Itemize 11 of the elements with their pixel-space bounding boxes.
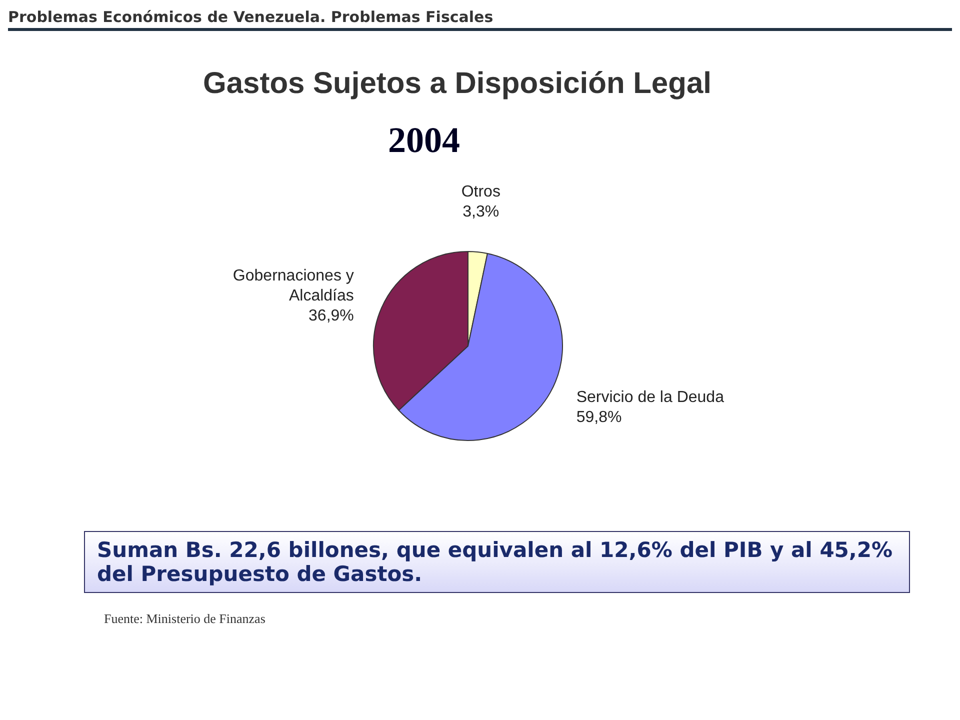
chart-subtitle: 2004 bbox=[388, 119, 461, 161]
chart-title: Gastos Sujetos a Disposición Legal bbox=[203, 67, 712, 101]
text: Suman Bs. 22,6 billones, que equivalen al 12,6% del PIB y al 45,2% del Presupuesto de Gastos. bbox=[84, 531, 910, 593]
source-note: Fuente: Ministerio de Finanzas bbox=[104, 611, 266, 627]
slice-label: Gobernaciones y Alcaldías bbox=[232, 268, 354, 305]
slice-label: Otros bbox=[461, 184, 500, 201]
slice-label: Servicio de la Deuda bbox=[576, 388, 724, 406]
data-label: 3,3% bbox=[462, 204, 500, 221]
data-label: 36,9% bbox=[308, 308, 354, 325]
text: Problemas Económicos de Venezuela. Problemas Fiscales bbox=[8, 8, 952, 31]
data-label: 59,8% bbox=[576, 408, 622, 426]
